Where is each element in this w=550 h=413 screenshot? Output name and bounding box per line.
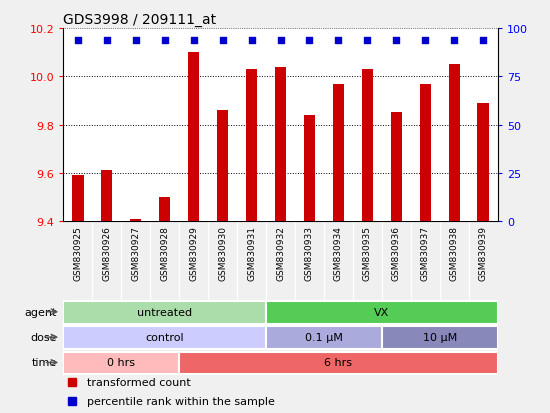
- Point: [392, 38, 401, 44]
- Point: [363, 38, 372, 44]
- Point: [102, 38, 111, 44]
- Text: 0 hrs: 0 hrs: [107, 358, 135, 368]
- Text: VX: VX: [374, 307, 389, 317]
- Bar: [390, 113, 402, 222]
- Point: [479, 38, 488, 44]
- Text: 0.1 μM: 0.1 μM: [305, 332, 343, 342]
- Bar: [382, 326, 498, 349]
- Bar: [266, 301, 498, 324]
- Bar: [448, 65, 460, 222]
- Text: time: time: [31, 358, 57, 368]
- Bar: [333, 84, 344, 222]
- Text: GDS3998 / 209111_at: GDS3998 / 209111_at: [63, 12, 216, 26]
- Text: GSM830929: GSM830929: [189, 225, 198, 280]
- Text: control: control: [145, 332, 184, 342]
- Text: GSM830930: GSM830930: [218, 225, 227, 280]
- Point: [189, 38, 198, 44]
- Text: GSM830937: GSM830937: [421, 225, 430, 280]
- Bar: [63, 352, 179, 375]
- Text: GSM830927: GSM830927: [131, 225, 140, 280]
- Text: GSM830925: GSM830925: [73, 225, 82, 280]
- Point: [305, 38, 314, 44]
- Text: GSM830938: GSM830938: [450, 225, 459, 280]
- Text: GSM830933: GSM830933: [305, 225, 314, 280]
- Bar: [420, 84, 431, 222]
- Bar: [274, 67, 287, 222]
- Point: [160, 38, 169, 44]
- Point: [421, 38, 430, 44]
- Point: [334, 38, 343, 44]
- Bar: [159, 197, 170, 222]
- Bar: [217, 111, 228, 222]
- Text: dose: dose: [30, 332, 57, 342]
- Bar: [246, 70, 257, 222]
- Text: GSM830931: GSM830931: [247, 225, 256, 280]
- Point: [73, 38, 82, 44]
- Text: 6 hrs: 6 hrs: [324, 358, 353, 368]
- Bar: [477, 104, 489, 222]
- Text: 10 μM: 10 μM: [423, 332, 457, 342]
- Bar: [130, 219, 141, 222]
- Bar: [63, 326, 266, 349]
- Bar: [63, 301, 266, 324]
- Bar: [188, 53, 200, 222]
- Bar: [179, 352, 498, 375]
- Text: untreated: untreated: [137, 307, 192, 317]
- Bar: [101, 171, 113, 222]
- Bar: [361, 70, 373, 222]
- Text: GSM830926: GSM830926: [102, 225, 111, 280]
- Text: GSM830932: GSM830932: [276, 225, 285, 280]
- Point: [450, 38, 459, 44]
- Text: GSM830935: GSM830935: [363, 225, 372, 280]
- Text: GSM830936: GSM830936: [392, 225, 401, 280]
- Text: percentile rank within the sample: percentile rank within the sample: [87, 396, 275, 406]
- Point: [276, 38, 285, 44]
- Bar: [304, 116, 315, 222]
- Bar: [266, 326, 382, 349]
- Point: [131, 38, 140, 44]
- Point: [247, 38, 256, 44]
- Text: GSM830934: GSM830934: [334, 225, 343, 280]
- Text: GSM830939: GSM830939: [478, 225, 488, 280]
- Point: [218, 38, 227, 44]
- Text: agent: agent: [24, 307, 57, 317]
- Text: GSM830928: GSM830928: [160, 225, 169, 280]
- Bar: [72, 176, 84, 222]
- Text: transformed count: transformed count: [87, 377, 191, 387]
